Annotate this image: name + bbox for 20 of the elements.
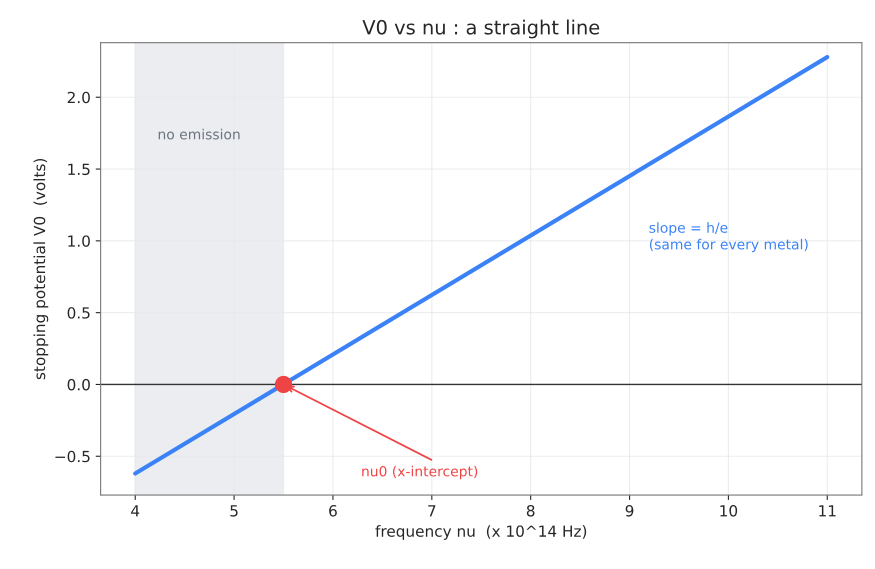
band-label: no emission — [158, 128, 240, 140]
x-tick-label: 11 — [819, 505, 836, 516]
x-tick-label: 6 — [329, 505, 337, 517]
y-tick-label: 0.5 — [68, 307, 90, 319]
annotation: nu0 (x-intercept) — [362, 466, 478, 480]
x-tick-label: 7 — [428, 505, 436, 516]
x-tick-label: 10 — [720, 505, 738, 517]
y-tick-label: 2.0 — [68, 92, 90, 104]
x-tick-label: 5 — [230, 505, 238, 517]
annotation: slope = h/e (same for every metal) — [649, 222, 808, 252]
x-axis-title: frequency nu (x 10^14 Hz) — [375, 525, 586, 540]
y-tick-label: 0.0 — [68, 378, 90, 390]
x-tick-label: 8 — [526, 505, 534, 517]
y-axis-title: stopping potential V0 (volts) — [33, 158, 48, 380]
x-tick-label: 9 — [626, 505, 634, 517]
y-tick-label: 1.0 — [68, 235, 90, 247]
x-tick-label: 4 — [131, 505, 140, 516]
y-tick-label: −0.5 — [55, 450, 90, 462]
y-tick-label: 1.5 — [68, 164, 90, 176]
chart-title: V0 vs nu : a straight line — [362, 20, 600, 38]
